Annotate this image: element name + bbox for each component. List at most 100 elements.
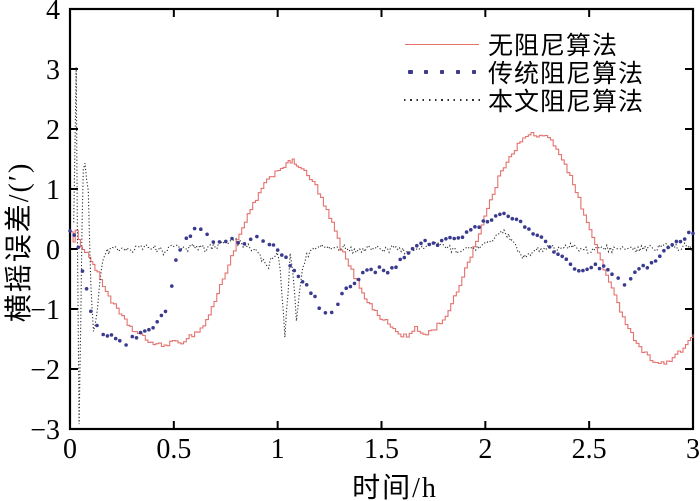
data-dot <box>572 267 577 271</box>
data-dot <box>138 330 143 335</box>
data-dot <box>275 248 280 252</box>
legend-sample-blue-dots-icon <box>402 69 482 75</box>
data-dot <box>369 267 373 272</box>
data-dot <box>344 286 349 291</box>
y-tick-label: −2 <box>30 355 60 386</box>
data-dot <box>178 248 182 252</box>
y-tick-label: 1 <box>46 175 60 206</box>
data-dot <box>564 257 569 262</box>
y-tick-label: 2 <box>46 115 60 146</box>
data-dot <box>159 313 164 318</box>
data-dot <box>217 240 222 244</box>
data-dot <box>610 272 614 277</box>
x-tick-label: 0 <box>63 434 77 465</box>
data-dot <box>155 320 159 324</box>
data-dot <box>248 237 253 242</box>
data-dot <box>633 270 637 275</box>
data-dot <box>552 250 556 254</box>
data-dot <box>113 336 118 341</box>
data-dot <box>284 255 288 259</box>
data-dot <box>309 291 313 296</box>
data-dot <box>336 302 340 307</box>
data-dot <box>423 238 427 243</box>
data-dot <box>109 333 114 337</box>
data-dot <box>637 267 641 271</box>
data-dot <box>547 245 552 249</box>
data-dot <box>134 336 139 340</box>
data-dot <box>174 258 178 262</box>
data-dot <box>230 236 234 241</box>
data-dot <box>124 343 128 347</box>
data-dot <box>435 243 440 247</box>
data-dot <box>89 309 93 314</box>
data-dot <box>271 243 276 247</box>
legend-label-traditional-damping: 传统阻尼算法 <box>488 61 645 88</box>
data-dot <box>192 226 197 231</box>
data-dot <box>402 255 407 260</box>
data-dot <box>184 236 189 240</box>
data-dot <box>76 245 81 250</box>
data-dot <box>300 280 305 284</box>
data-dot <box>394 265 398 270</box>
data-dot <box>518 219 523 224</box>
y-axis-title: 横摇误差/(′) <box>4 161 35 323</box>
data-dot <box>361 270 365 275</box>
data-dot <box>431 241 436 245</box>
legend-sample-red-line-icon <box>402 43 482 45</box>
data-dot <box>682 237 687 241</box>
data-dot <box>95 323 99 328</box>
x-tick-label: 0.5 <box>156 434 191 465</box>
data-dot <box>398 257 403 262</box>
data-dot <box>691 231 695 236</box>
data-dot <box>356 277 361 282</box>
x-tick-label: 1 <box>271 434 285 465</box>
data-dot <box>415 243 419 248</box>
data-dot <box>560 254 564 259</box>
data-dot <box>80 269 85 273</box>
data-dot <box>469 228 473 232</box>
data-dot <box>601 264 606 268</box>
data-dot <box>577 269 581 273</box>
y-tick-label: 0 <box>46 235 60 266</box>
data-dot <box>348 284 353 289</box>
data-dot <box>105 334 110 338</box>
data-dot <box>365 268 369 272</box>
legend-item-traditional-damping: 传统阻尼算法 <box>402 58 644 88</box>
data-dot <box>68 229 72 233</box>
data-dot <box>581 268 585 273</box>
data-dot <box>589 265 593 270</box>
data-dot <box>205 232 209 237</box>
data-dot <box>236 241 240 245</box>
data-dot <box>143 329 147 333</box>
data-dot <box>674 239 679 244</box>
legend-item-undamped: 无阻尼算法 <box>402 30 644 60</box>
data-dot <box>323 311 328 315</box>
data-dot <box>531 232 535 236</box>
data-dot <box>352 281 357 286</box>
data-dot <box>628 277 633 281</box>
data-dot <box>72 233 76 237</box>
data-dot <box>163 309 168 314</box>
data-dot <box>498 212 502 217</box>
x-tick-label: 2.5 <box>572 434 607 465</box>
data-dot <box>481 219 486 223</box>
data-dot <box>267 242 272 247</box>
data-dot <box>460 235 465 239</box>
series-dots-1 <box>68 211 695 347</box>
x-tick-label: 3 <box>686 434 700 465</box>
legend-item-proposed-damping: 本文阻尼算法 <box>402 86 644 116</box>
y-tick-label: −3 <box>30 415 60 446</box>
x-axis-title: 时间/h <box>352 473 438 501</box>
legend-sample-black-dotted-icon <box>402 99 482 101</box>
data-dot <box>448 235 452 240</box>
data-dot <box>188 234 193 238</box>
x-tick-label: 2 <box>478 434 492 465</box>
data-dot <box>296 274 301 279</box>
y-tick-label: 4 <box>46 0 60 26</box>
data-dot <box>211 240 216 244</box>
legend-label-proposed-damping: 本文阻尼算法 <box>488 89 645 116</box>
data-dot <box>329 310 334 315</box>
data-dot <box>288 264 292 268</box>
data-dot <box>649 260 654 265</box>
data-dot <box>410 246 415 251</box>
